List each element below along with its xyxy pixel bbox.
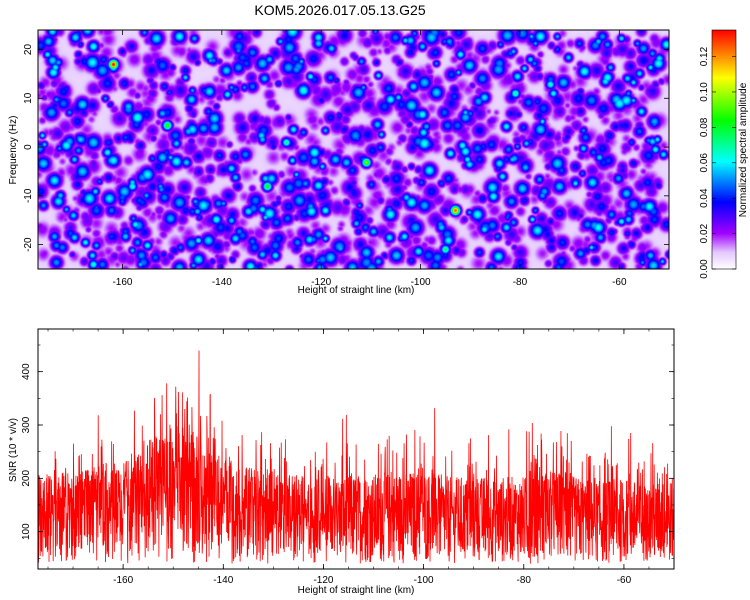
colorbar-tick-label: 0.12 <box>699 46 710 66</box>
snr-x-ticks: -160 -140 -120 -100 -80 -60 <box>47 329 675 586</box>
heatmap-y-tick-label: -20 <box>23 237 34 252</box>
snr-x-tick-label: -140 <box>213 575 233 586</box>
snr-y-tick-label: 300 <box>21 416 32 433</box>
colorbar-tick-label: 0.06 <box>699 153 710 173</box>
snr-series-line <box>38 350 674 564</box>
heatmap-y-ticks: 20 10 0 -10 -20 <box>23 44 669 252</box>
spectrogram-panel: -160 -140 -120 -100 -80 -60 20 10 0 -10 -20 Heigh… <box>8 29 670 296</box>
figure-title: KOM5.2026.017.05.13.G25 <box>254 2 425 18</box>
heatmap-canvas <box>38 30 669 269</box>
heatmap-x-tick-label: -60 <box>612 277 627 288</box>
colorbar-tick-label: 0.10 <box>699 82 710 102</box>
snr-y-axis-label: SNR (10 * v/v) <box>8 418 19 482</box>
snr-y-tick-label: 100 <box>21 523 32 540</box>
colorbar-tick-label: 0.00 <box>699 259 710 279</box>
snr-y-tick-label: 400 <box>21 363 32 380</box>
heatmap-x-tick-label: -80 <box>513 277 528 288</box>
colorbar-tick-label: 0.04 <box>699 188 710 208</box>
heatmap-x-tick-label: -160 <box>112 277 132 288</box>
snr-y-tick-label: 200 <box>21 470 32 487</box>
heatmap-y-tick-label: 0 <box>23 144 34 150</box>
heatmap-x-axis-label: Height of straight line (km) <box>298 285 415 296</box>
heatmap-y-tick-label: 10 <box>23 92 34 104</box>
heatmap-frame <box>37 29 670 270</box>
snr-x-tick-label: -60 <box>617 575 632 586</box>
heatmap-image-holder <box>38 30 669 269</box>
colorbar-ticks: 0.00 0.02 0.04 0.06 0.08 0.10 0.12 <box>699 46 736 279</box>
snr-y-ticks: 100 200 300 400 <box>21 344 674 559</box>
heatmap-x-tick-label: -100 <box>411 277 431 288</box>
colorbar-tick-label: 0.08 <box>699 117 710 137</box>
colorbar-tick-label: 0.02 <box>699 223 710 243</box>
snr-x-tick-label: -80 <box>517 575 532 586</box>
colorbar-label: Normalized spectral amplitude <box>738 82 749 217</box>
colorbar-gradient <box>711 29 737 270</box>
snr-x-tick-label: -100 <box>414 575 434 586</box>
heatmap-x-ticks: -160 -140 -120 -100 -80 -60 <box>112 30 627 288</box>
snr-x-tick-label: -120 <box>313 575 333 586</box>
heatmap-x-tick-label: -140 <box>212 277 232 288</box>
snr-x-tick-label: -160 <box>113 575 133 586</box>
heatmap-y-tick-label: -10 <box>23 188 34 203</box>
snr-panel: -160 -140 -120 -100 -80 -60 100 200 300 400 Heig… <box>8 328 675 596</box>
heatmap-y-tick-label: 20 <box>23 44 34 56</box>
snr-x-axis-label: Height of straight line (km) <box>298 585 415 596</box>
heatmap-y-axis-label: Frequency (Hz) <box>8 116 19 185</box>
colorbar: 0.00 0.02 0.04 0.06 0.08 0.10 0.12 Normalized … <box>699 29 749 279</box>
snr-frame <box>37 328 675 570</box>
heatmap-x-tick-label: -120 <box>311 277 331 288</box>
